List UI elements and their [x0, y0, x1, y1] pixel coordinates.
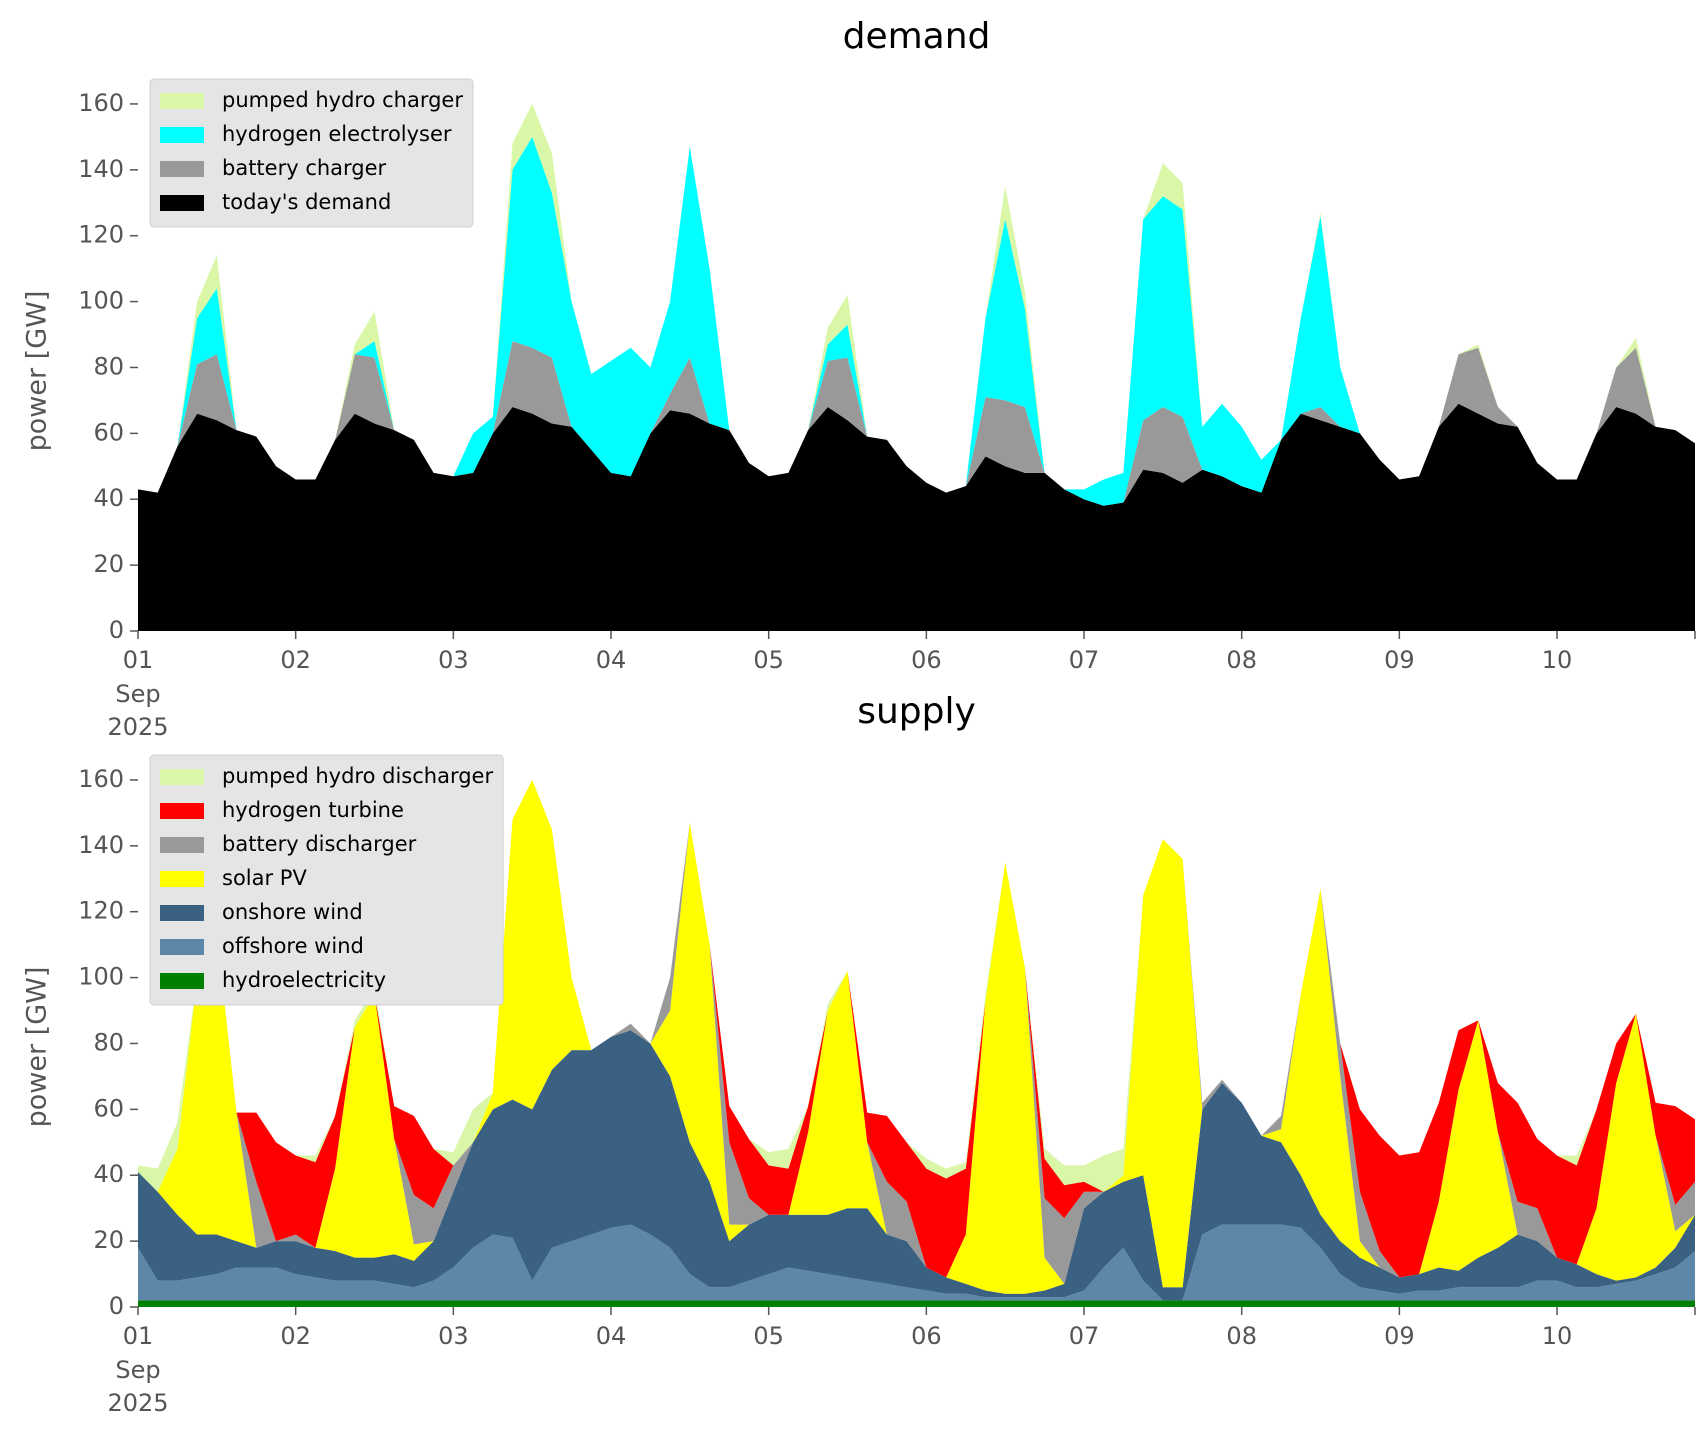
legend-label: offshore wind	[222, 934, 364, 958]
x-tick-label: 07	[1069, 646, 1100, 674]
y-tick-label: 60	[93, 1094, 124, 1122]
x-tick-label: 01	[123, 1322, 154, 1350]
legend-label: hydrogen turbine	[222, 798, 404, 822]
area	[138, 779, 1695, 1284]
legend-swatch	[160, 837, 204, 853]
area	[138, 341, 1695, 506]
x-tick-label: 03	[438, 646, 469, 674]
y-tick-label: 100	[78, 963, 124, 991]
legend-swatch	[160, 939, 204, 955]
legend-box	[149, 78, 474, 228]
y-tick-label: 80	[93, 1028, 124, 1056]
y-tick-label: 140	[78, 831, 124, 859]
legend-label: today's demand	[222, 190, 391, 214]
x-tick-label: 05	[753, 1322, 784, 1350]
x-tick-label: 08	[1226, 646, 1257, 674]
area	[138, 779, 1695, 1278]
legend-label: hydroelectricity	[222, 968, 386, 992]
y-tick-label: 60	[93, 418, 124, 446]
legend-swatch	[160, 127, 204, 143]
y-tick-label: 140	[78, 155, 124, 183]
area	[138, 403, 1695, 631]
legend-label: battery charger	[222, 156, 387, 180]
legend-label: onshore wind	[222, 900, 363, 924]
y-tick-label: 0	[109, 616, 124, 644]
legend-swatch	[160, 195, 204, 211]
x-tick-label: 01	[123, 646, 154, 674]
chart-title: demand	[843, 16, 991, 57]
legend-swatch	[160, 769, 204, 785]
x-tick-label: 08	[1226, 1322, 1257, 1350]
y-tick-label: 120	[78, 221, 124, 249]
y-tick-label: 100	[78, 287, 124, 315]
y-tick-label: 40	[93, 484, 124, 512]
x-tick-sublabel: Sep	[115, 680, 160, 708]
legend-label: pumped hydro charger	[222, 88, 463, 112]
x-tick-label: 06	[911, 646, 942, 674]
legend-swatch	[160, 871, 204, 887]
legend-label: solar PV	[222, 866, 307, 890]
y-tick-label: 120	[78, 897, 124, 925]
area	[138, 779, 1695, 1294]
y-tick-label: 20	[93, 1226, 124, 1254]
area	[138, 136, 1695, 506]
y-tick-label: 0	[109, 1292, 124, 1320]
x-tick-label: 09	[1384, 646, 1415, 674]
x-tick-label: 05	[753, 646, 784, 674]
x-tick-label: 02	[280, 646, 311, 674]
y-axis-label: power [GW]	[22, 291, 53, 452]
x-tick-sublabel: 2025	[107, 1389, 168, 1417]
x-tick-sublabel: 2025	[107, 713, 168, 741]
x-tick-label: 09	[1384, 1322, 1415, 1350]
x-tick-label: 06	[911, 1322, 942, 1350]
legend-swatch	[160, 973, 204, 989]
chart-title: supply	[857, 691, 976, 732]
legend-label: pumped hydro discharger	[222, 764, 493, 788]
y-tick-label: 160	[78, 765, 124, 793]
x-tick-sublabel: Sep	[115, 1356, 160, 1384]
x-tick-label: 10	[1542, 1322, 1573, 1350]
area	[138, 1300, 1695, 1307]
legend-swatch	[160, 161, 204, 177]
legend-label: battery discharger	[222, 832, 417, 856]
x-tick-label: 03	[438, 1322, 469, 1350]
area	[138, 1224, 1695, 1301]
x-tick-label: 02	[280, 1322, 311, 1350]
y-tick-label: 40	[93, 1160, 124, 1188]
area	[138, 1030, 1695, 1301]
x-tick-label: 10	[1542, 646, 1573, 674]
legend-swatch	[160, 905, 204, 921]
legend-swatch	[160, 93, 204, 109]
legend-swatch	[160, 803, 204, 819]
y-axis-label: power [GW]	[22, 967, 53, 1128]
legend-label: hydrogen electrolyser	[222, 122, 452, 146]
x-tick-label: 04	[596, 1322, 627, 1350]
x-tick-label: 04	[596, 646, 627, 674]
x-tick-label: 07	[1069, 1322, 1100, 1350]
y-tick-label: 80	[93, 352, 124, 380]
y-tick-label: 160	[78, 89, 124, 117]
legend-box	[149, 754, 504, 1006]
y-tick-label: 20	[93, 550, 124, 578]
